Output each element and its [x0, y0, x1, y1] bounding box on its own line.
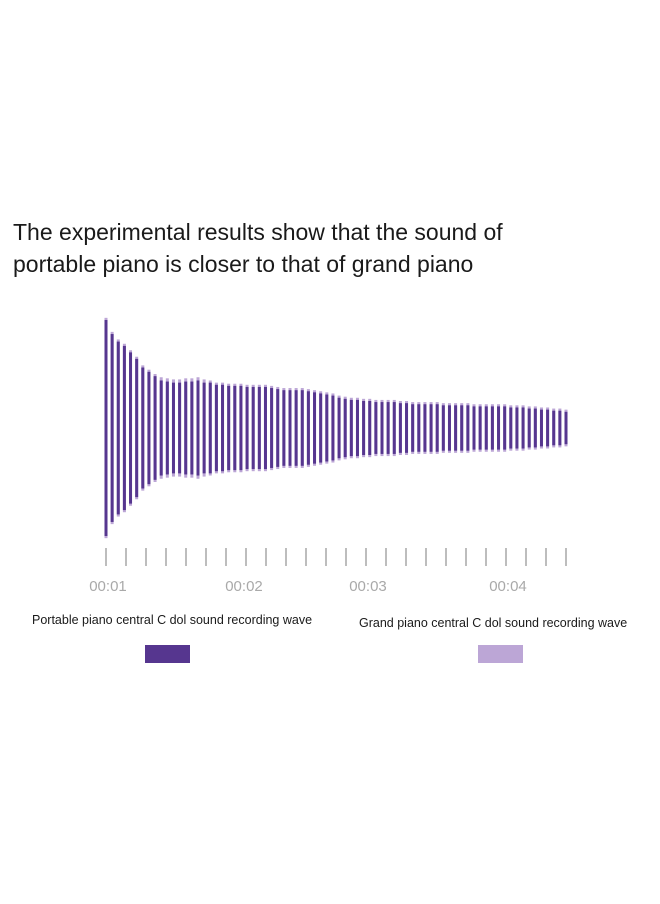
portable-wave-bar [263, 386, 267, 470]
legend-swatch-grand [478, 645, 523, 663]
portable-wave-bar [135, 358, 139, 498]
portable-wave-bar [497, 406, 501, 450]
portable-wave-bar [454, 405, 458, 451]
portable-wave-bar [178, 382, 182, 474]
portable-wave-bar [423, 404, 427, 452]
portable-wave-bar [331, 395, 335, 461]
title-line-1: The experimental results show that the s… [13, 219, 503, 245]
portable-wave-bar [447, 405, 451, 451]
portable-wave-bar [478, 406, 482, 450]
portable-wave-bar [337, 397, 341, 459]
portable-wave-bar [306, 391, 310, 465]
portable-wave-bar [343, 398, 347, 458]
portable-wave-bar [355, 399, 359, 457]
portable-wave-bar [515, 407, 519, 449]
portable-wave-bar [362, 401, 366, 455]
portable-wave-bar [392, 402, 396, 454]
portable-wave-bar [521, 407, 525, 449]
portable-wave-bar [466, 405, 470, 451]
portable-wave-bar [374, 402, 378, 454]
portable-wave-bar [294, 390, 298, 466]
portable-wave-bar [159, 380, 163, 476]
portable-wave-bar [184, 381, 188, 475]
portable-wave-bar [110, 334, 114, 522]
time-tick-label: 00:01 [89, 578, 127, 595]
portable-wave-bar [141, 367, 145, 489]
portable-wave-bar [245, 386, 249, 470]
portable-wave-bar [484, 406, 488, 450]
portable-wave-bar [233, 385, 237, 471]
chart-title: The experimental results show that the s… [13, 216, 633, 280]
portable-wave-bar [472, 406, 476, 450]
time-tick-label: 00:03 [349, 578, 387, 595]
portable-wave-bar [276, 389, 280, 467]
portable-wave-bar [441, 405, 445, 451]
portable-wave-bar [417, 404, 421, 452]
legend-label-portable: Portable piano central C dol sound recor… [32, 613, 313, 627]
portable-wave-bar [116, 341, 120, 515]
portable-wave-bar [527, 408, 531, 448]
portable-wave-bar [435, 404, 439, 452]
portable-wave-bar [221, 384, 225, 472]
portable-wave-bar [460, 405, 464, 451]
portable-wave-bar [558, 410, 562, 446]
portable-wave-bar [251, 386, 255, 470]
portable-wave-bar [503, 406, 507, 450]
portable-wave-bar [239, 385, 243, 471]
portable-wave-bar [405, 403, 409, 453]
portable-wave-bar [398, 403, 402, 453]
portable-wave-bar [490, 406, 494, 450]
portable-wave-bar [313, 392, 317, 464]
portable-wave-bar [319, 393, 323, 463]
portable-wave-bar [411, 404, 415, 452]
portable-wave-bar [227, 385, 231, 471]
portable-wave-bar [153, 376, 157, 480]
title-line-2: portable piano is closer to that of gran… [13, 251, 474, 277]
portable-wave-bar [429, 404, 433, 452]
portable-wave-bar [190, 381, 194, 475]
portable-wave-bar [196, 380, 200, 476]
portable-wave-bar [368, 401, 372, 455]
portable-wave-bar [165, 381, 169, 475]
portable-wave-bar [129, 352, 133, 504]
portable-wave-bar [509, 407, 513, 449]
portable-wave-bar [147, 371, 151, 485]
time-tick-label: 00:04 [489, 578, 527, 595]
portable-wave-bar [533, 408, 537, 448]
portable-wave-bar [288, 390, 292, 466]
time-tick-label: 00:02 [225, 578, 263, 595]
portable-wave-bar [539, 409, 543, 447]
portable-wave-bar [300, 390, 304, 466]
portable-wave-bar [257, 386, 261, 470]
portable-wave-bar [380, 402, 384, 454]
portable-wave-bar [270, 388, 274, 468]
portable-wave-bar [208, 382, 212, 474]
portable-wave-bar [564, 411, 568, 445]
portable-wave-bar [349, 399, 353, 457]
portable-wave-bar [104, 320, 108, 536]
portable-wave-bar [386, 402, 390, 454]
legend-label-grand: Grand piano central C dol sound recordin… [359, 616, 628, 630]
portable-wave-bar [282, 390, 286, 466]
legend-swatch-portable [145, 645, 190, 663]
portable-wave-bar [214, 384, 218, 472]
portable-wave-bar [202, 382, 206, 474]
portable-wave-bar [122, 345, 126, 511]
portable-wave-bar [325, 394, 329, 462]
portable-wave-bar [552, 410, 556, 446]
portable-wave-bar [546, 409, 550, 447]
portable-wave-bar [171, 382, 175, 474]
